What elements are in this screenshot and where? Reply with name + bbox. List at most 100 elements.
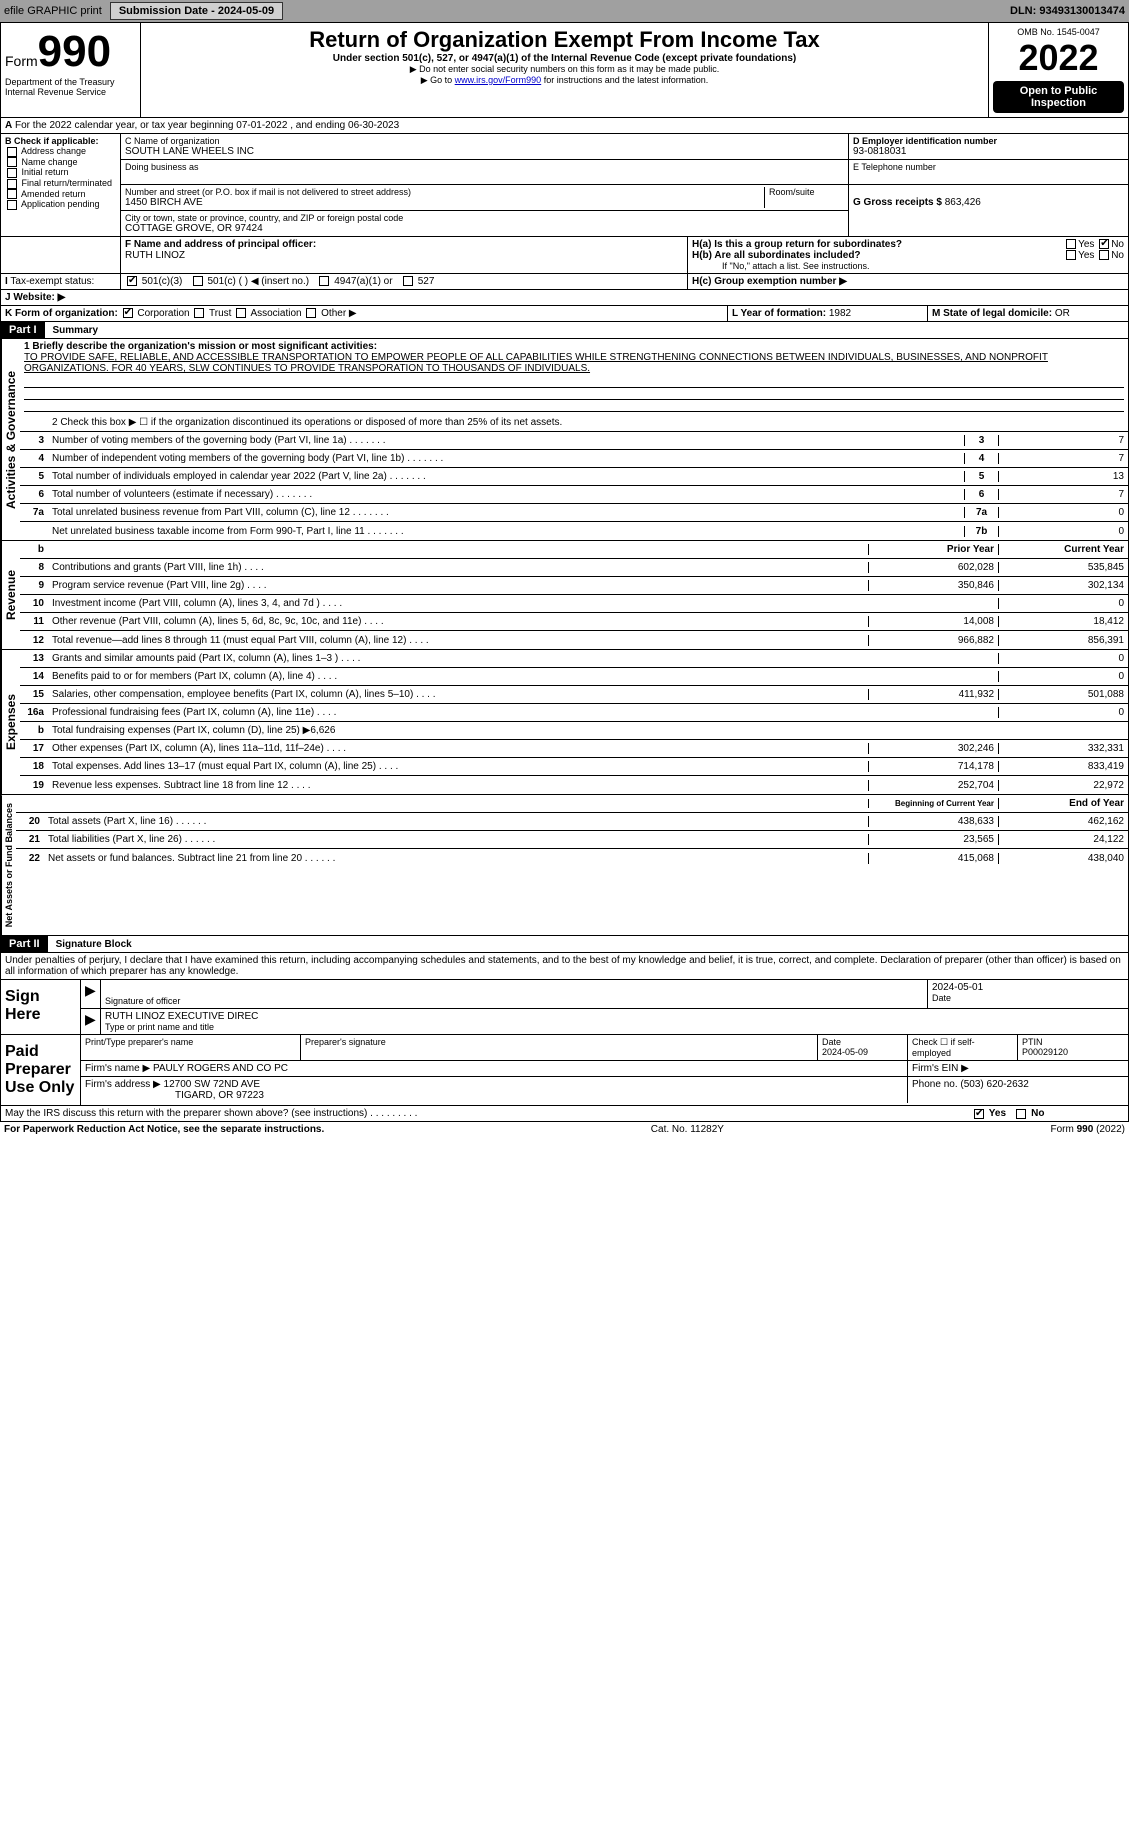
box-b-item: Name change — [5, 157, 116, 168]
ha-no[interactable] — [1099, 239, 1109, 249]
rev-line: 9Program service revenue (Part VIII, lin… — [20, 577, 1128, 595]
h-a: H(a) Is this a group return for subordin… — [692, 239, 1124, 250]
entity-block: B Check if applicable: Address change Na… — [0, 134, 1129, 237]
prep-sig-hdr: Preparer's signature — [301, 1035, 818, 1060]
sig-date: 2024-05-01 — [932, 982, 1124, 993]
net-line: 20Total assets (Part X, line 16) . . . .… — [16, 813, 1128, 831]
row-i: I Tax-exempt status: 501(c)(3) 501(c) ( … — [0, 274, 1129, 290]
form-footer: Form 990 (2022) — [1051, 1124, 1125, 1135]
row-fh: F Name and address of principal officer:… — [0, 237, 1129, 274]
ssn-note: ▶ Do not enter social security numbers o… — [145, 64, 984, 75]
corp-check[interactable] — [123, 308, 133, 318]
vlabel-revenue: Revenue — [1, 541, 20, 649]
discuss-yes[interactable] — [974, 1109, 984, 1119]
state-domicile: OR — [1055, 308, 1070, 319]
row-klm: K Form of organization: Corporation Trus… — [0, 306, 1129, 322]
public-inspection: Open to Public Inspection — [993, 81, 1124, 113]
exp-line: 16aProfessional fundraising fees (Part I… — [20, 704, 1128, 722]
form-subtitle: Under section 501(c), 527, or 4947(a)(1)… — [145, 53, 984, 64]
prep-name-hdr: Print/Type preparer's name — [81, 1035, 301, 1060]
dba-label: Doing business as — [125, 162, 844, 172]
hb-no[interactable] — [1099, 250, 1109, 260]
box-b-item: Address change — [5, 146, 116, 157]
vlabel-governance: Activities & Governance — [1, 339, 20, 540]
sign-here-label: Sign Here — [1, 980, 81, 1034]
self-emp: Check ☐ if self-employed — [908, 1035, 1018, 1060]
discuss-row: May the IRS discuss this return with the… — [0, 1106, 1129, 1122]
box-b-header: B Check if applicable: — [5, 136, 116, 146]
firm-addr1: 12700 SW 72ND AVE — [164, 1079, 261, 1090]
prior-year-hdr: Prior Year — [868, 544, 998, 555]
principal-officer: RUTH LINOZ — [125, 250, 683, 261]
cat-no: Cat. No. 11282Y — [651, 1124, 724, 1135]
form-number: Form990 — [5, 27, 136, 77]
net-line: 22Net assets or fund balances. Subtract … — [16, 849, 1128, 867]
sig-date-label: Date — [932, 993, 1124, 1003]
org-name: SOUTH LANE WHEELS INC — [125, 146, 844, 157]
pra-notice: For Paperwork Reduction Act Notice, see … — [4, 1124, 324, 1135]
4947-check[interactable] — [319, 276, 329, 286]
line2: 2 Check this box ▶ ☐ if the organization… — [48, 417, 1128, 428]
net-line: 21Total liabilities (Part X, line 26) . … — [16, 831, 1128, 849]
gross-receipts-value: 863,426 — [945, 197, 981, 208]
ein-value: 93-0818031 — [853, 146, 1124, 157]
page-footer: For Paperwork Reduction Act Notice, see … — [0, 1122, 1129, 1137]
other-check[interactable] — [306, 308, 316, 318]
end-year-hdr: End of Year — [998, 798, 1128, 809]
section-governance: Activities & Governance 1 Briefly descri… — [0, 339, 1129, 541]
hb-yes[interactable] — [1066, 250, 1076, 260]
exp-line: 14Benefits paid to or for members (Part … — [20, 668, 1128, 686]
efile-label: efile GRAPHIC print — [4, 5, 102, 17]
gov-line: 5Total number of individuals employed in… — [20, 468, 1128, 486]
trust-check[interactable] — [194, 308, 204, 318]
paid-preparer-label: Paid Preparer Use Only — [1, 1035, 81, 1105]
box-b-item: Initial return — [5, 167, 116, 178]
gov-line: Net unrelated business taxable income fr… — [20, 522, 1128, 540]
vlabel-netassets: Net Assets or Fund Balances — [1, 795, 16, 935]
box-c-label: C Name of organization — [125, 136, 844, 146]
501c-check[interactable] — [193, 276, 203, 286]
mission-text: TO PROVIDE SAFE, RELIABLE, AND ACCESSIBL… — [24, 352, 1124, 374]
exp-line: bTotal fundraising expenses (Part IX, co… — [20, 722, 1128, 740]
section-netassets: Net Assets or Fund Balances Beginning of… — [0, 795, 1129, 936]
room-label: Room/suite — [769, 187, 844, 197]
box-b-item: Application pending — [5, 199, 116, 210]
firm-addr2: TIGARD, OR 97223 — [85, 1090, 264, 1101]
h-c: H(c) Group exemption number ▶ — [692, 276, 847, 287]
irs: Internal Revenue Service — [5, 87, 136, 97]
527-check[interactable] — [403, 276, 413, 286]
current-year-hdr: Current Year — [998, 544, 1128, 555]
h-b-note: If "No," attach a list. See instructions… — [692, 261, 1124, 271]
officer-name: RUTH LINOZ EXECUTIVE DIREC — [105, 1011, 1124, 1022]
gov-line: 4Number of independent voting members of… — [20, 450, 1128, 468]
tax-year: 2022 — [993, 37, 1124, 79]
rev-line: 10Investment income (Part VIII, column (… — [20, 595, 1128, 613]
501c3-check[interactable] — [127, 276, 137, 286]
part1-header: Part I Summary — [0, 322, 1129, 339]
prep-date: 2024-05-09 — [822, 1047, 903, 1057]
sign-here-block: Sign Here ▶ Signature of officer 2024-05… — [0, 980, 1129, 1035]
submission-date: Submission Date - 2024-05-09 — [110, 2, 283, 20]
ha-yes[interactable] — [1066, 239, 1076, 249]
gov-line: 3Number of voting members of the governi… — [20, 432, 1128, 450]
addr-label: Number and street (or P.O. box if mail i… — [125, 187, 764, 197]
section-revenue: Revenue b Prior Year Current Year 8Contr… — [0, 541, 1129, 650]
exp-line: 19Revenue less expenses. Subtract line 1… — [20, 776, 1128, 794]
firm-ein-label: Firm's EIN ▶ — [908, 1061, 1128, 1076]
box-b-item: Amended return — [5, 189, 116, 200]
rev-line: 8Contributions and grants (Part VIII, li… — [20, 559, 1128, 577]
goto-note: ▶ Go to www.irs.gov/Form990 for instruct… — [145, 75, 984, 86]
discuss-no[interactable] — [1016, 1109, 1026, 1119]
form990-link[interactable]: www.irs.gov/Form990 — [455, 75, 542, 85]
declaration: Under penalties of perjury, I declare th… — [0, 953, 1129, 980]
part2-header: Part II Signature Block — [0, 936, 1129, 953]
h-b: H(b) Are all subordinates included? Yes … — [692, 250, 1124, 261]
assoc-check[interactable] — [236, 308, 246, 318]
firm-phone: (503) 620-2632 — [960, 1079, 1028, 1090]
officer-name-label: Type or print name and title — [105, 1022, 1124, 1032]
sig-officer-label: Signature of officer — [105, 996, 923, 1006]
phone-label: E Telephone number — [853, 162, 1124, 172]
ein-label: D Employer identification number — [853, 136, 1124, 146]
dln: DLN: 93493130013474 — [1010, 5, 1125, 17]
exp-line: 17Other expenses (Part IX, column (A), l… — [20, 740, 1128, 758]
